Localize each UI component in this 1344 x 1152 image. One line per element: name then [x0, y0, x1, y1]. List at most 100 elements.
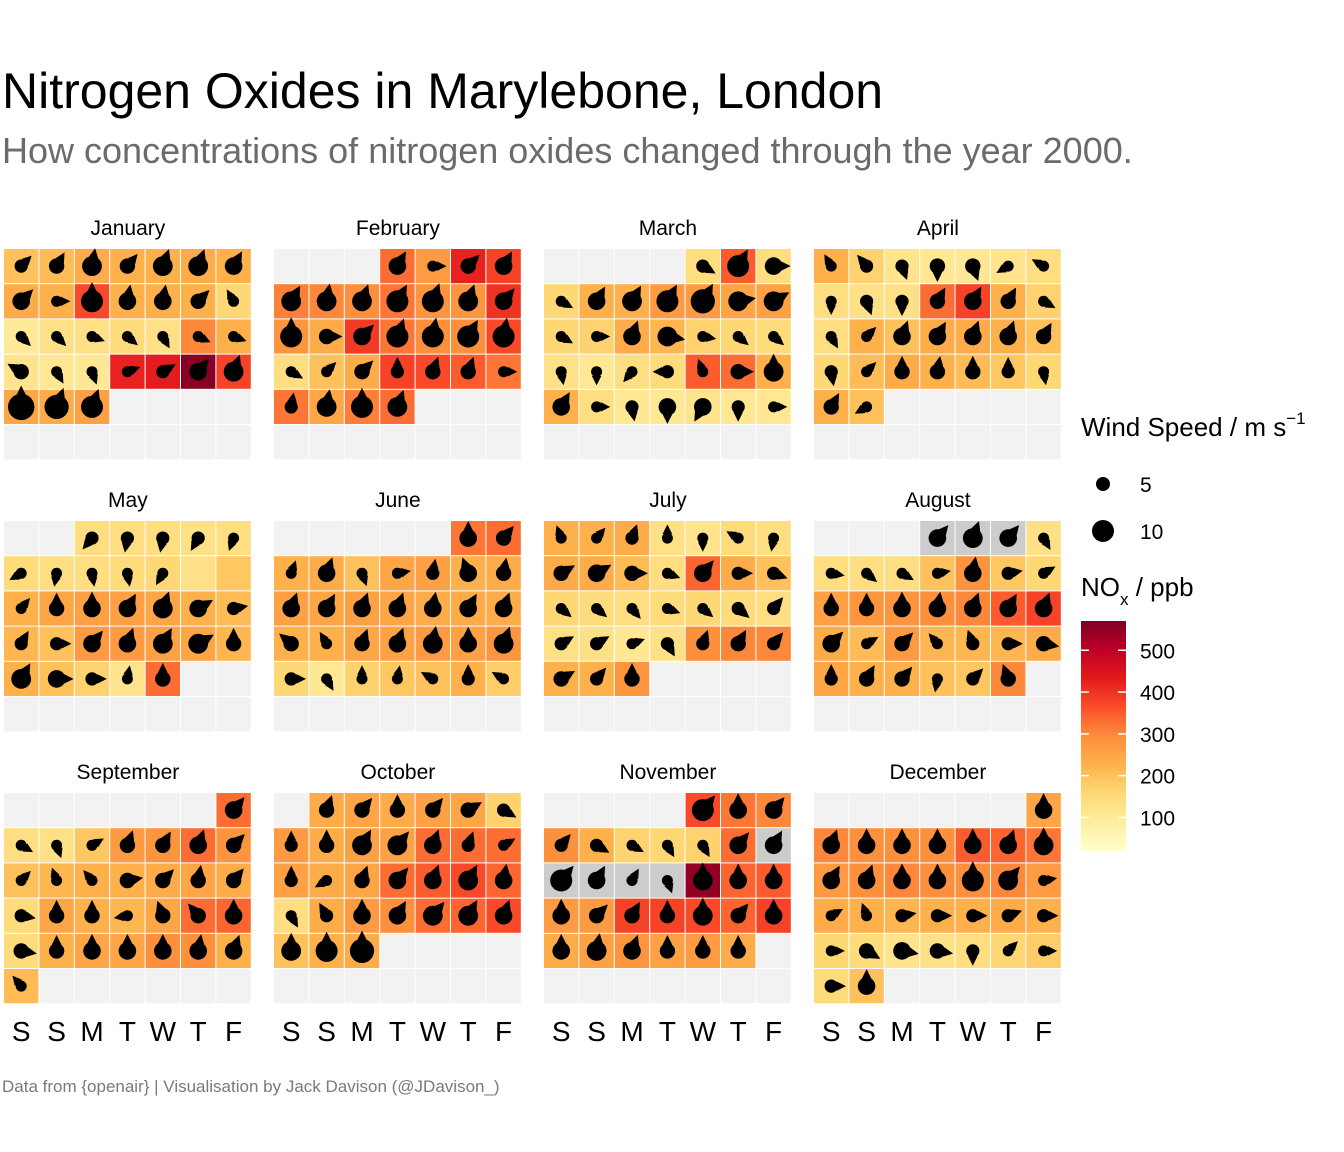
wind-direction-arrow — [596, 564, 612, 574]
wind-direction-arrow — [20, 870, 31, 882]
wind-direction-arrow — [465, 831, 475, 846]
wind-direction-arrow — [1043, 875, 1058, 885]
wind-direction-arrow — [161, 591, 171, 609]
wind-direction-arrow — [361, 797, 373, 811]
weekday-label: S — [857, 1016, 876, 1047]
wind-direction-arrow — [1007, 525, 1020, 539]
empty-cell — [274, 521, 309, 556]
wind-direction-arrow — [88, 371, 98, 385]
wind-direction-arrow — [830, 631, 844, 645]
wind-direction-arrow — [91, 333, 105, 343]
empty-cell — [344, 521, 380, 556]
empty-cell — [849, 697, 884, 732]
empty-cell — [309, 249, 344, 284]
wind-direction-arrow — [503, 808, 517, 818]
empty-cell — [756, 661, 791, 696]
wind-direction-arrow — [827, 371, 837, 387]
empty-cell — [814, 697, 849, 732]
wind-direction-arrow — [159, 284, 169, 302]
empty-cell — [579, 697, 614, 732]
wind-direction-arrow — [866, 572, 878, 583]
wind-direction-arrow — [866, 949, 881, 959]
wind-speed-marker — [495, 565, 512, 581]
wind-direction-arrow — [319, 902, 329, 917]
wind-speed-marker — [320, 909, 334, 923]
wind-direction-arrow — [503, 838, 516, 848]
wind-direction-arrow — [900, 320, 910, 337]
empty-cell — [884, 969, 920, 1004]
wind-direction-arrow — [397, 567, 411, 578]
wind-direction-arrow — [628, 406, 638, 422]
month-label: October — [361, 761, 436, 784]
wind-direction-arrow — [772, 830, 783, 846]
month-panel: November — [544, 761, 791, 1004]
empty-cell — [451, 425, 486, 460]
wind-direction-arrow — [233, 333, 247, 343]
empty-cell — [4, 425, 39, 460]
wind-direction-arrow — [55, 252, 65, 267]
wind-direction-arrow — [155, 572, 165, 586]
wind-direction-arrow — [931, 678, 942, 693]
empty-cell — [380, 969, 415, 1004]
wind-direction-arrow — [467, 864, 478, 881]
empty-cell — [4, 697, 39, 732]
wind-direction-arrow — [123, 665, 133, 680]
wind-direction-arrow — [829, 336, 839, 349]
weekday-label: T — [929, 1016, 946, 1047]
wind-direction-arrow — [936, 287, 946, 302]
empty-cell — [1026, 697, 1061, 732]
wind-legend-label-5: 5 — [1140, 474, 1152, 497]
wind-direction-arrow — [396, 867, 409, 882]
month-panel: September — [4, 761, 251, 1004]
wind-direction-arrow — [162, 869, 175, 882]
wind-direction-arrow — [665, 844, 675, 858]
weekday-label: T — [389, 1016, 406, 1047]
empty-cell — [110, 969, 145, 1004]
empty-cell — [145, 969, 180, 1004]
wind-direction-arrow — [395, 592, 405, 609]
wind-direction-arrow — [90, 388, 100, 408]
empty-cell — [451, 389, 486, 424]
wind-speed-marker — [895, 909, 909, 923]
wind-direction-arrow — [12, 975, 23, 987]
empty-cell — [614, 697, 650, 732]
wind-speed-marker — [388, 257, 407, 275]
wind-direction-arrow — [773, 292, 790, 302]
wind-speed-marker — [121, 567, 133, 579]
wind-direction-arrow — [772, 797, 785, 811]
empty-cell — [614, 425, 650, 460]
empty-cell — [721, 969, 756, 1004]
wind-direction-arrow — [772, 597, 784, 610]
weekday-label: S — [12, 1016, 31, 1047]
wind-direction-arrow — [738, 295, 757, 305]
wind-direction-arrow — [161, 249, 171, 267]
wind-speed-marker — [552, 398, 570, 416]
weekday-label: S — [317, 1016, 336, 1047]
empty-cell — [309, 697, 344, 732]
wind-direction-arrow — [51, 573, 61, 587]
empty-cell — [216, 389, 251, 424]
wind-direction-arrow — [194, 934, 205, 952]
empty-cell — [181, 661, 216, 696]
empty-cell — [756, 933, 791, 968]
wind-direction-arrow — [933, 356, 944, 372]
wind-direction-arrow — [324, 795, 334, 811]
weekday-label: S — [282, 1016, 301, 1047]
empty-cell — [544, 969, 579, 1004]
wind-direction-arrow — [9, 571, 22, 581]
wind-direction-arrow — [196, 829, 206, 846]
empty-cell — [415, 933, 450, 968]
empty-cell — [920, 793, 955, 828]
empty-cell — [486, 697, 521, 732]
empty-cell — [216, 661, 251, 696]
wind-legend-marker-5 — [1096, 477, 1110, 491]
wind-direction-arrow — [596, 843, 610, 853]
wind-direction-arrow — [664, 880, 674, 894]
empty-cell — [650, 249, 685, 284]
nox-legend-title: NOx / ppb — [1081, 572, 1194, 609]
wind-speed-marker — [318, 328, 335, 345]
weekday-label: W — [150, 1016, 177, 1047]
month-panel: March — [544, 217, 791, 460]
wind-legend-title: Wind Speed / m s−1 — [1081, 409, 1306, 442]
empty-cell — [145, 425, 180, 460]
